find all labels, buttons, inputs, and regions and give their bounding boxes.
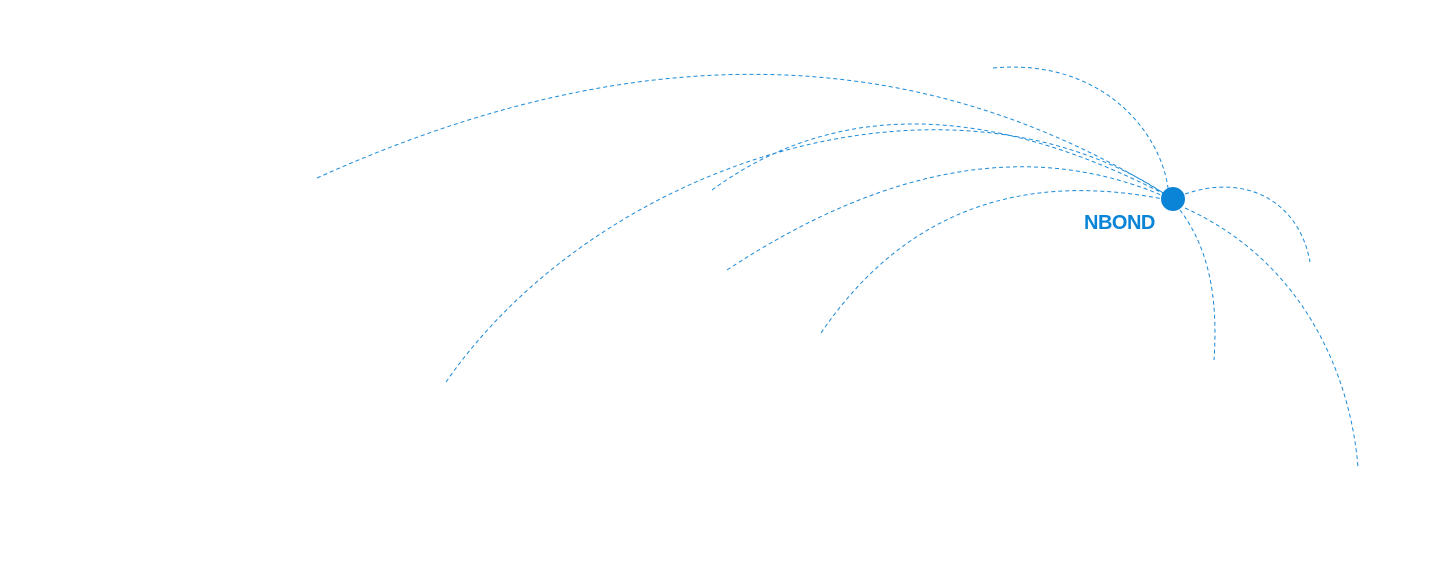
- connection-arc: [1184, 186, 1311, 263]
- connection-arc: [820, 190, 1169, 334]
- hub-node: [1161, 187, 1185, 211]
- connection-arc: [711, 123, 1169, 197]
- connection-arc: [726, 166, 1169, 271]
- connection-arc: [1184, 207, 1359, 468]
- connection-arc: [992, 66, 1169, 189]
- connection-arc: [1179, 209, 1216, 361]
- connection-arc: [445, 129, 1169, 383]
- connection-arc: [316, 73, 1169, 197]
- hub-label: NBOND: [1084, 212, 1155, 234]
